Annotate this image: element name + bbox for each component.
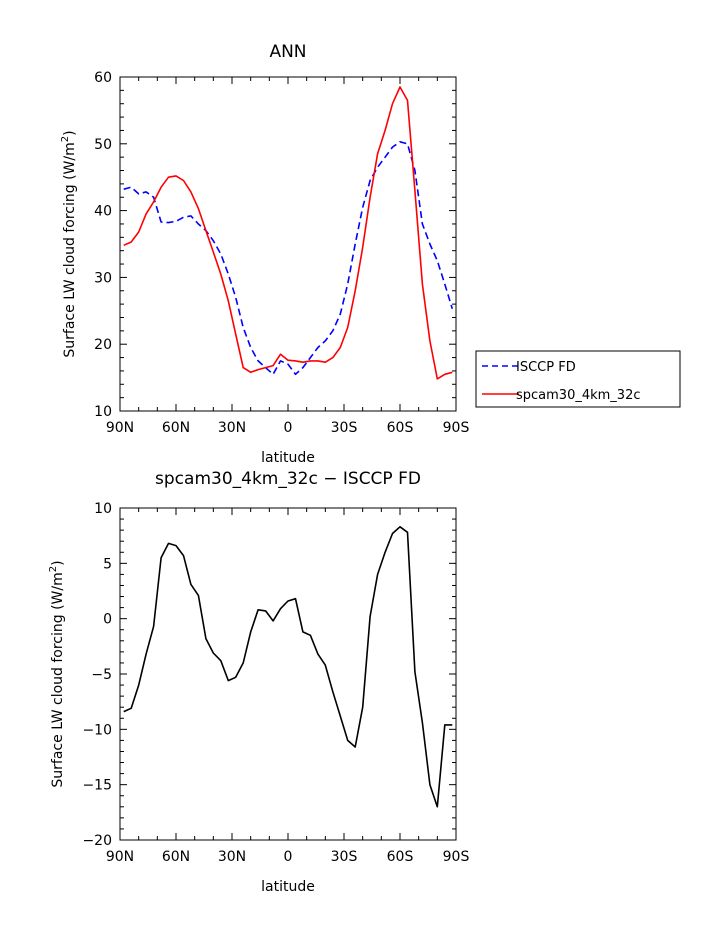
top-y-tick-label: 20	[94, 337, 112, 353]
bottom-y-tick-label: −20	[82, 833, 112, 849]
top-x-axis-label: latitude	[261, 450, 315, 466]
legend: ISCCP FD spcam30_4km_32c	[475, 350, 681, 408]
bottom-x-tick-label: 90S	[443, 849, 470, 865]
bottom-y-axis-label-main: Surface LW cloud forcing (W/m	[50, 572, 66, 787]
bottom-y-axis-label-end: )	[50, 560, 66, 565]
bottom-x-tick-label: 30S	[331, 849, 358, 865]
top-y-tick-label: 40	[94, 204, 112, 220]
bottom-y-tick-label: −5	[91, 667, 112, 683]
top-chart-title: ANN	[269, 42, 306, 62]
top-x-tick-label: 30S	[331, 420, 358, 436]
bottom-series-line-0	[123, 525, 453, 808]
bottom-plot-frame	[119, 507, 457, 841]
top-tick-labels: 90N 60N 30N 0 30S 60S 90S 10 20 30 40 50 60	[94, 70, 469, 436]
bottom-x-tick-label: 0	[284, 849, 293, 865]
bottom-x-tick-label: 30N	[218, 849, 246, 865]
top-x-tick-label: 60N	[162, 420, 190, 436]
top-y-axis-label: Surface LW cloud forcing (W/m2)	[60, 130, 78, 357]
top-x-tick-label: 0	[284, 420, 293, 436]
bottom-chart-title: spcam30_4km_32c − ISCCP FD	[155, 469, 421, 489]
legend-label-isccp: ISCCP FD	[516, 360, 576, 375]
top-series-line-1	[123, 86, 453, 380]
legend-box	[475, 350, 681, 408]
top-x-tick-label: 90N	[106, 420, 134, 436]
top-y-axis-label-sup: 2	[60, 136, 71, 142]
bottom-ticks	[119, 507, 457, 841]
bottom-x-tick-label: 90N	[106, 849, 134, 865]
top-chart: ANN 90N 60N 30N 0 30S 60S 90S 10 20 30 40 50 60 lati…	[60, 42, 681, 466]
bottom-x-axis-label: latitude	[261, 879, 315, 895]
top-series-layer	[123, 86, 454, 380]
top-x-tick-label: 90S	[443, 420, 470, 436]
bottom-y-tick-label: 0	[103, 612, 112, 628]
bottom-x-tick-label: 60N	[162, 849, 190, 865]
top-y-axis-label-end: )	[62, 130, 78, 135]
bottom-series-layer	[123, 525, 453, 808]
legend-label-spcam: spcam30_4km_32c	[516, 388, 641, 403]
top-x-tick-label: 60S	[387, 420, 414, 436]
bottom-y-tick-label: −15	[82, 778, 112, 794]
top-y-tick-label: 30	[94, 270, 112, 286]
top-y-tick-label: 60	[94, 70, 112, 86]
bottom-y-tick-label: 10	[94, 501, 112, 517]
bottom-tick-labels: 90N 60N 30N 0 30S 60S 90S −20 −15 −10 −5 0 5 10	[82, 501, 469, 865]
bottom-y-tick-label: 5	[103, 556, 112, 572]
top-ticks	[119, 76, 457, 412]
bottom-y-axis-label: Surface LW cloud forcing (W/m2)	[48, 560, 66, 787]
top-x-tick-label: 30N	[218, 420, 246, 436]
top-series-line-0	[123, 141, 454, 376]
bottom-x-tick-label: 60S	[387, 849, 414, 865]
top-y-tick-label: 10	[94, 404, 112, 420]
top-y-axis-label-main: Surface LW cloud forcing (W/m	[62, 142, 78, 357]
bottom-y-tick-label: −10	[82, 722, 112, 738]
bottom-chart: spcam30_4km_32c − ISCCP FD 90N 60N 30N 0 30S…	[48, 469, 469, 895]
bottom-y-axis-label-sup: 2	[48, 566, 59, 572]
top-y-tick-label: 50	[94, 137, 112, 153]
